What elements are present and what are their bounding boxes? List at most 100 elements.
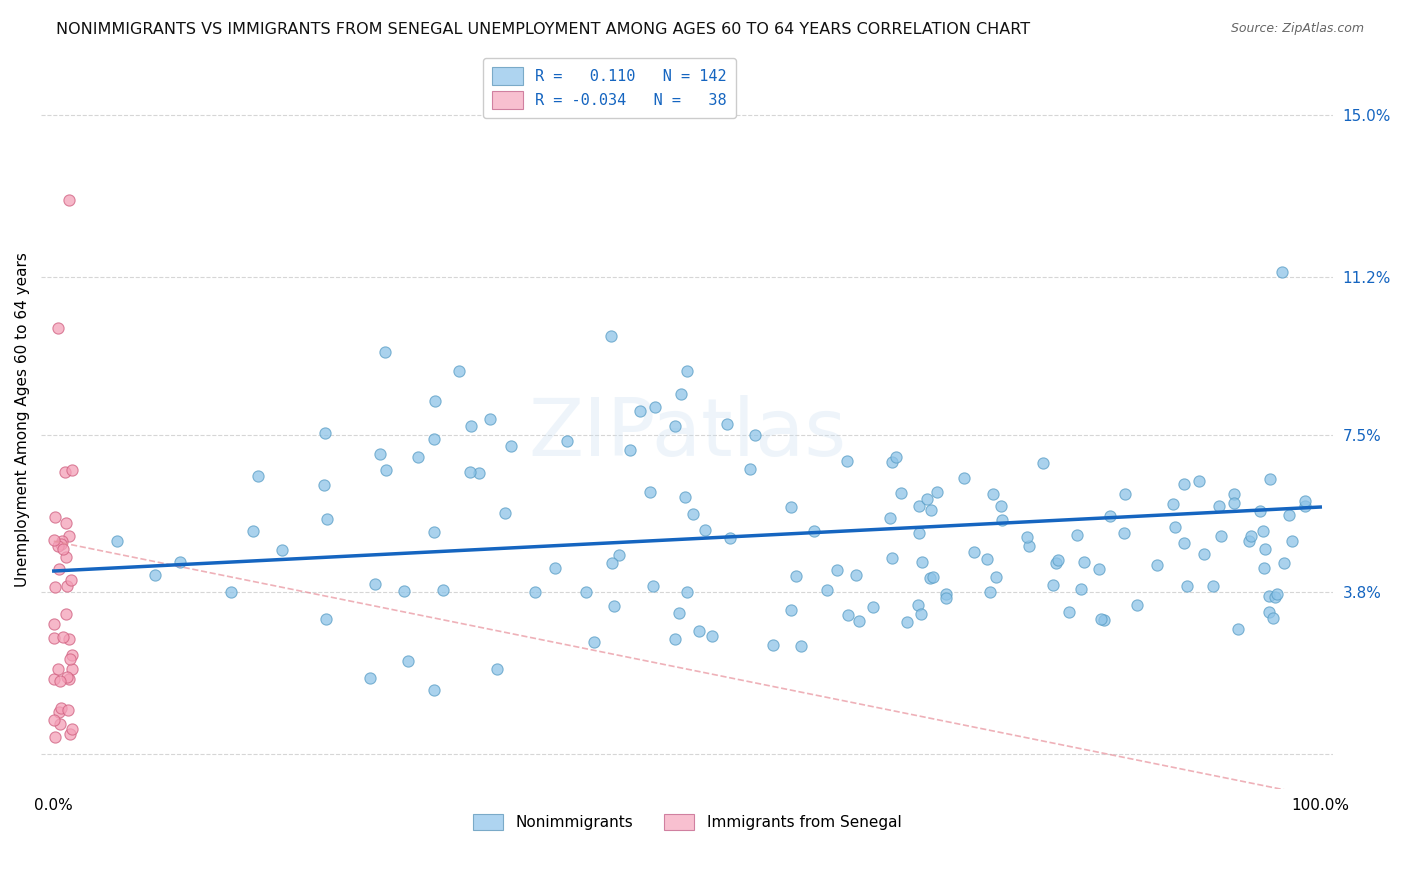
Point bbox=[673, 490, 696, 504]
Point bbox=[718, 532, 741, 546]
Point bbox=[1173, 536, 1195, 550]
Point bbox=[49, 717, 72, 731]
Point bbox=[468, 466, 491, 480]
Point bbox=[375, 463, 398, 477]
Point bbox=[835, 454, 858, 468]
Point bbox=[544, 561, 567, 575]
Point bbox=[396, 654, 419, 668]
Point bbox=[1261, 611, 1284, 625]
Point bbox=[575, 585, 598, 599]
Point bbox=[499, 439, 522, 453]
Point bbox=[695, 524, 717, 538]
Point bbox=[46, 539, 69, 553]
Point bbox=[600, 329, 623, 343]
Point bbox=[1163, 498, 1185, 512]
Point bbox=[1047, 553, 1070, 567]
Point bbox=[49, 537, 72, 551]
Point bbox=[668, 607, 690, 621]
Point bbox=[55, 607, 77, 621]
Point bbox=[524, 585, 547, 599]
Point bbox=[53, 466, 76, 480]
Point bbox=[603, 599, 626, 613]
Point bbox=[1272, 556, 1295, 570]
Point bbox=[1294, 499, 1316, 513]
Point bbox=[981, 487, 1004, 501]
Legend: Nonimmigrants, Immigrants from Senegal: Nonimmigrants, Immigrants from Senegal bbox=[467, 808, 907, 836]
Point bbox=[803, 524, 825, 538]
Point bbox=[479, 411, 502, 425]
Point bbox=[583, 635, 606, 649]
Point bbox=[641, 579, 664, 593]
Point bbox=[716, 417, 738, 432]
Point bbox=[790, 639, 813, 653]
Point bbox=[907, 598, 929, 612]
Point bbox=[935, 587, 957, 601]
Point bbox=[42, 672, 65, 686]
Point bbox=[423, 393, 446, 408]
Point bbox=[1278, 508, 1301, 522]
Point bbox=[1201, 579, 1223, 593]
Point bbox=[58, 632, 80, 647]
Point bbox=[1057, 605, 1080, 619]
Point bbox=[486, 662, 509, 676]
Point bbox=[925, 484, 948, 499]
Point bbox=[779, 500, 801, 515]
Point bbox=[58, 193, 80, 207]
Point bbox=[880, 550, 903, 565]
Point bbox=[1042, 578, 1064, 592]
Point bbox=[740, 462, 762, 476]
Point bbox=[60, 662, 83, 676]
Point bbox=[368, 447, 391, 461]
Point bbox=[1258, 472, 1281, 486]
Point bbox=[911, 555, 934, 569]
Point bbox=[676, 585, 699, 599]
Point bbox=[990, 513, 1012, 527]
Point bbox=[364, 577, 387, 591]
Point bbox=[1264, 590, 1286, 604]
Point bbox=[845, 568, 868, 582]
Point bbox=[963, 544, 986, 558]
Point bbox=[219, 585, 242, 599]
Point bbox=[1126, 599, 1149, 613]
Point bbox=[169, 556, 191, 570]
Point bbox=[918, 571, 941, 585]
Point bbox=[922, 570, 945, 584]
Point bbox=[952, 471, 974, 485]
Point bbox=[44, 631, 66, 645]
Point bbox=[1249, 504, 1271, 518]
Point bbox=[56, 703, 79, 717]
Point bbox=[1146, 558, 1168, 572]
Point bbox=[979, 585, 1001, 599]
Point bbox=[270, 542, 292, 557]
Point bbox=[46, 321, 69, 335]
Point bbox=[52, 542, 75, 557]
Point bbox=[42, 533, 65, 548]
Point bbox=[664, 419, 686, 434]
Point bbox=[848, 614, 870, 628]
Point bbox=[762, 638, 785, 652]
Point bbox=[48, 562, 70, 576]
Point bbox=[55, 516, 77, 531]
Point bbox=[1098, 508, 1121, 523]
Point bbox=[447, 363, 470, 377]
Point bbox=[432, 583, 454, 598]
Point bbox=[1018, 539, 1040, 553]
Y-axis label: Unemployment Among Ages 60 to 64 years: Unemployment Among Ages 60 to 64 years bbox=[15, 252, 30, 587]
Point bbox=[638, 484, 661, 499]
Point bbox=[422, 525, 444, 540]
Point bbox=[60, 573, 83, 587]
Point bbox=[915, 491, 938, 506]
Point bbox=[1088, 561, 1111, 575]
Point bbox=[42, 714, 65, 728]
Point bbox=[1032, 456, 1054, 470]
Point bbox=[359, 671, 381, 685]
Point bbox=[1090, 612, 1112, 626]
Point bbox=[990, 499, 1012, 513]
Point bbox=[315, 512, 337, 526]
Point bbox=[1112, 526, 1135, 541]
Point bbox=[406, 450, 429, 464]
Point bbox=[1281, 534, 1303, 549]
Point bbox=[862, 600, 884, 615]
Point bbox=[1226, 622, 1249, 636]
Point bbox=[628, 403, 651, 417]
